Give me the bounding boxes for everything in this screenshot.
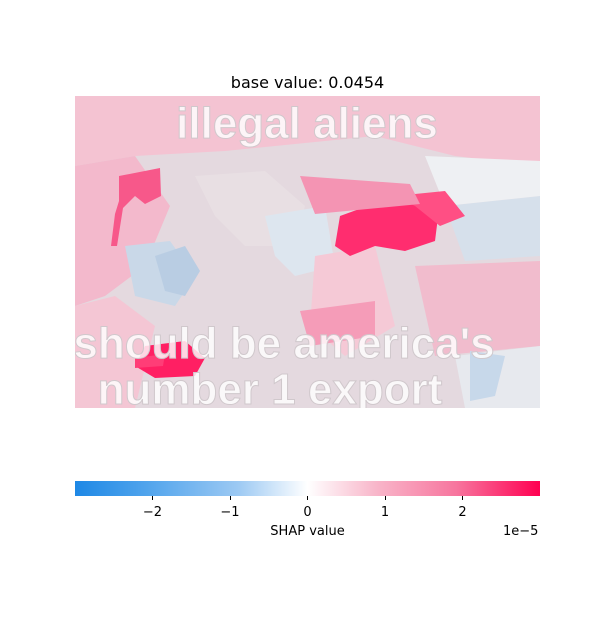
colorbar-tick-mark [152,496,153,500]
positive-region [300,301,375,346]
caption-line-2: should be america's [75,319,495,368]
colorbar-tick-mark [384,496,386,500]
positive-region [300,176,420,214]
colorbar-tick-mark [307,496,308,500]
positive-region [75,96,540,166]
colorbar-label: SHAP value [270,524,345,539]
strong-positive-region [135,341,205,378]
negative-region [155,246,200,296]
chart-title: base value: 0.0454 [230,73,385,92]
colorbar-tick-label: −2 [142,505,163,520]
colorbar-tick-label: 2 [458,505,467,520]
colorbar-gradient [75,481,540,496]
neutral-region [425,156,540,206]
caption-line-3: number 1 export [98,365,443,408]
strong-positive-region [335,196,440,256]
shap-image-panel: illegal aliens should be america's numbe… [75,96,540,408]
negative-region [445,196,540,261]
colorbar-offset-text: 1e−5 [503,524,539,539]
colorbar-tick-mark [229,496,231,500]
shap-overlay: illegal aliens should be america's numbe… [75,96,540,408]
strong-positive-region [111,168,161,246]
colorbar [75,481,540,496]
caption-line-1: illegal aliens [176,99,438,148]
colorbar-tick-mark [462,496,463,500]
strong-positive-region [135,354,165,368]
colorbar-tick-label: −1 [220,505,240,520]
positive-region [415,261,540,356]
colorbar-tick-label: 1 [380,505,390,520]
positive-region [75,296,155,408]
negative-region [470,351,505,401]
colorbar-tick-label: 0 [303,505,312,520]
